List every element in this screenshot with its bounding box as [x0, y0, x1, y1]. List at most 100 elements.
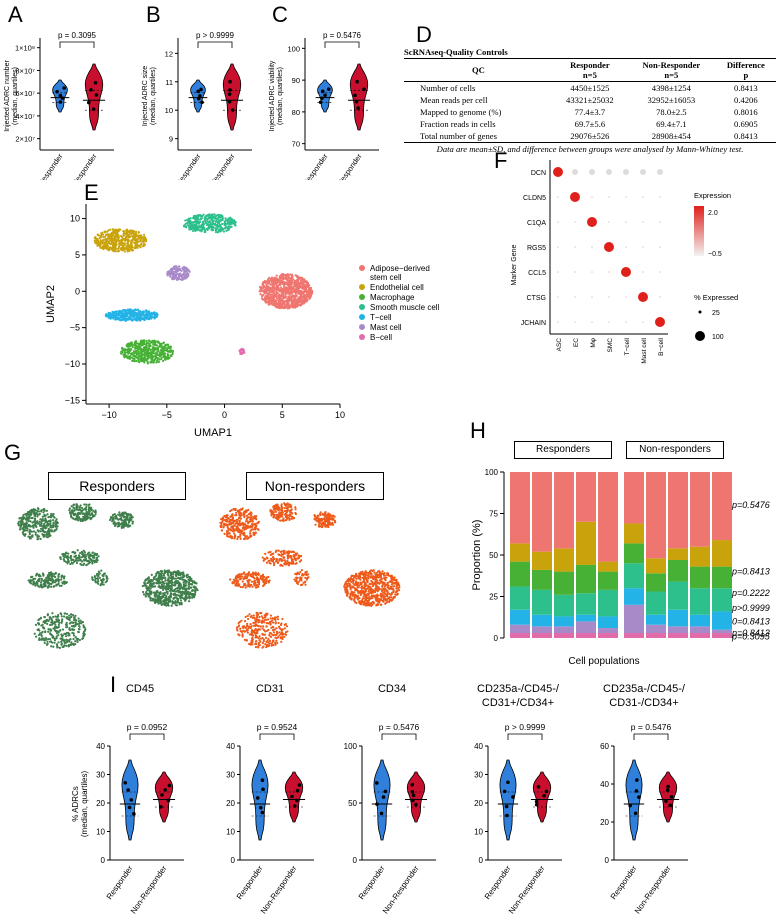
umap-point — [283, 286, 286, 290]
umap-point — [149, 352, 152, 356]
violin-data-point — [196, 89, 200, 94]
umap-point — [278, 301, 281, 304]
legend-label: Smooth muscle cell — [370, 303, 440, 312]
umap-point — [206, 227, 209, 230]
umap-point — [204, 230, 207, 233]
umap-point — [152, 597, 155, 601]
umap-point — [107, 229, 110, 232]
dot — [608, 221, 610, 223]
umap-point — [178, 603, 181, 606]
umap-point — [62, 615, 66, 618]
y-axis-label: Injected ADRC number — [4, 60, 11, 132]
umap-point — [143, 355, 146, 358]
umap-point — [135, 245, 138, 248]
umap-point — [153, 594, 156, 597]
umap-point — [39, 524, 42, 527]
umap-point — [144, 312, 148, 316]
umap-point — [96, 559, 99, 562]
dot — [591, 321, 593, 323]
umap-point — [54, 630, 57, 633]
umap-point — [294, 295, 297, 298]
umap-point — [144, 309, 147, 312]
umap-point — [265, 300, 268, 303]
umap-point — [187, 583, 191, 586]
legend-label: Macrophage — [370, 293, 415, 302]
umap-point — [74, 618, 78, 622]
umap-point — [162, 349, 166, 352]
umap-point — [187, 592, 190, 595]
umap-point — [58, 621, 61, 624]
legend-swatch — [359, 284, 365, 290]
gene-label: DCN — [531, 170, 546, 177]
umap-point — [38, 520, 41, 523]
umap-point — [127, 356, 130, 359]
umap-point — [150, 573, 153, 576]
umap-point — [67, 631, 70, 634]
umap-point — [278, 305, 282, 308]
table-row: Mean reads per cell 43321±25032 32952±1605… — [404, 94, 776, 106]
umap-point — [107, 240, 111, 243]
umap-point — [309, 289, 312, 292]
umap-point — [58, 629, 61, 632]
umap-point — [151, 350, 154, 354]
umap-point — [135, 359, 138, 363]
violin-data-point — [55, 89, 59, 94]
umap-point — [48, 623, 52, 627]
umap-point — [186, 573, 189, 577]
gene-label: RGS5 — [527, 245, 546, 252]
umap-point — [166, 569, 170, 572]
umap-point — [117, 313, 120, 317]
violin-data-point — [353, 93, 357, 98]
umap-point — [38, 637, 41, 640]
umap-point — [47, 519, 50, 523]
legend-label: Endothelial cell — [370, 283, 424, 292]
umap-point — [174, 584, 177, 587]
umap-point — [118, 511, 121, 514]
umap-point — [129, 344, 132, 347]
umap-point — [124, 319, 127, 322]
umap-point — [369, 575, 372, 578]
umap-point — [127, 519, 130, 522]
dot — [574, 271, 576, 273]
umap-point — [61, 645, 64, 648]
umap-point — [47, 576, 50, 579]
umap-point — [33, 632, 36, 635]
umap-point — [138, 345, 142, 349]
umap-point — [103, 246, 107, 249]
umap-point — [167, 577, 170, 580]
dot — [608, 196, 610, 198]
umap-point — [22, 513, 25, 517]
umap-point — [120, 523, 123, 526]
dot — [574, 296, 576, 298]
umap-point — [160, 346, 163, 349]
umap-point — [140, 242, 143, 245]
umap-point — [279, 294, 282, 297]
celltype-label: EC — [573, 338, 580, 347]
celltype-label: T−cell — [624, 337, 631, 355]
umap-point — [52, 585, 55, 588]
umap-point — [113, 243, 117, 246]
x-group-label: Responder — [36, 152, 65, 180]
umap-point — [57, 573, 60, 576]
table-cell: Total number of genes — [420, 131, 497, 141]
umap-point — [69, 556, 72, 559]
umap-point — [96, 572, 99, 575]
umap-point — [186, 596, 189, 599]
umap-point — [191, 594, 194, 598]
umap-point — [143, 243, 146, 247]
violin-data-point — [320, 89, 325, 94]
umap-point — [94, 511, 97, 514]
umap-point — [106, 246, 109, 249]
umap-point — [77, 508, 81, 511]
umap-point — [42, 511, 45, 514]
umap-point — [265, 292, 268, 295]
umap-point — [105, 233, 108, 237]
umap-point — [165, 595, 168, 598]
umap-point — [55, 625, 58, 629]
colorbar-tick: −0.5 — [708, 251, 722, 258]
umap-point — [79, 558, 82, 562]
umap-point — [100, 569, 103, 572]
umap-cluster — [238, 347, 246, 356]
umap-point — [41, 637, 44, 640]
umap-point — [48, 582, 51, 585]
